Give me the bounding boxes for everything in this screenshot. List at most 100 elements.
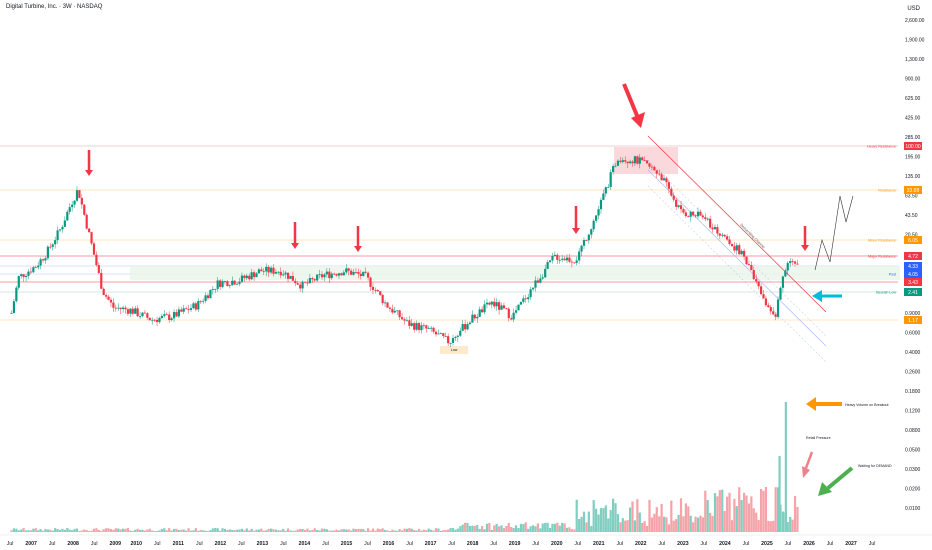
volume-bar xyxy=(37,530,40,532)
candle-body xyxy=(71,204,74,208)
candle-body xyxy=(485,302,489,305)
level-price-badge xyxy=(904,252,922,260)
candle-body xyxy=(223,281,227,282)
candle-body xyxy=(88,228,91,233)
volume-bar xyxy=(726,496,729,532)
time-tick-label: 2016 xyxy=(383,541,395,547)
volume-bar xyxy=(592,500,595,532)
candle-body xyxy=(631,161,634,164)
candle-body xyxy=(781,276,785,288)
volume-bar xyxy=(772,520,775,532)
green-arrow-shaft xyxy=(826,466,854,490)
volume-note: Waiting for DEMAND xyxy=(858,464,892,468)
volume-bar xyxy=(194,528,197,532)
low-label: Low xyxy=(451,348,458,352)
candle-body xyxy=(755,279,758,282)
volume-bar xyxy=(677,514,680,532)
volume-bar xyxy=(568,527,571,532)
candle-body xyxy=(189,308,193,310)
volume-bar xyxy=(233,530,236,532)
volume-bar xyxy=(776,487,780,532)
volume-bar xyxy=(791,519,794,532)
big-arrow-head xyxy=(631,112,645,128)
volume-bar xyxy=(107,528,110,532)
candle-body xyxy=(451,338,455,343)
volume-bar xyxy=(143,530,147,532)
candle-body xyxy=(172,312,176,319)
candle-body xyxy=(551,256,554,261)
price-tick-label: 0.0100 xyxy=(905,506,921,512)
level-price-badge xyxy=(904,186,922,194)
candle-body xyxy=(662,178,666,181)
volume-bar xyxy=(267,528,270,532)
volume-bar xyxy=(192,530,195,532)
candle-body xyxy=(481,309,484,313)
volume-bar xyxy=(240,528,244,532)
candle-body xyxy=(282,274,285,276)
candle-body xyxy=(578,251,581,261)
candle-body xyxy=(102,288,105,296)
candle-body xyxy=(362,271,365,277)
candle-body xyxy=(696,211,700,217)
candle-body xyxy=(170,318,173,321)
level-price-badge xyxy=(904,262,922,270)
price-tick-label: 0.6000 xyxy=(905,330,921,336)
down-arrow-head xyxy=(572,228,580,234)
candle-body xyxy=(66,211,69,221)
candle-body xyxy=(214,288,217,290)
volume-bar xyxy=(223,528,227,532)
volume-bar xyxy=(238,529,241,532)
channel-label: Descending Channel xyxy=(739,223,766,250)
volume-bar xyxy=(22,528,25,532)
candle-body xyxy=(17,275,20,288)
candle-body xyxy=(386,302,389,308)
candle-body xyxy=(709,218,712,228)
volume-bar xyxy=(34,528,37,532)
volume-bar xyxy=(616,514,620,532)
price-tick-label: 0.4000 xyxy=(905,350,921,356)
volume-bar xyxy=(767,520,770,532)
candle-body xyxy=(202,300,205,302)
candle-body xyxy=(614,165,617,167)
volume-bar xyxy=(369,530,372,532)
candle-body xyxy=(105,295,108,297)
volume-bar xyxy=(160,529,164,532)
candle-body xyxy=(595,215,598,221)
candle-body xyxy=(175,312,178,317)
candle-body xyxy=(182,308,185,312)
volume-bar xyxy=(655,507,658,532)
price-tick-label: 0.0200 xyxy=(905,486,921,492)
volume-bar xyxy=(54,528,57,532)
volume-bar xyxy=(781,511,785,532)
time-tick-label: Jul xyxy=(701,541,708,547)
candle-body xyxy=(466,324,469,330)
candle-body xyxy=(742,250,746,257)
volume-bar xyxy=(291,530,294,532)
candle-body xyxy=(796,263,799,265)
level-price-label: 4.33 xyxy=(908,264,918,270)
volume-bar xyxy=(177,529,180,532)
time-tick-label: Jul xyxy=(785,541,792,547)
candle-body xyxy=(432,327,435,332)
volume-bar xyxy=(165,530,168,532)
volume-bar xyxy=(163,528,166,532)
volume-bar xyxy=(279,530,282,532)
candle-body xyxy=(612,166,615,173)
volume-bar xyxy=(408,528,411,532)
price-tick-label: 285.00 xyxy=(905,135,921,141)
time-tick-label: 2020 xyxy=(551,541,563,547)
candle-body xyxy=(592,220,595,230)
candle-body xyxy=(687,216,690,217)
volume-bar xyxy=(359,528,362,532)
volume-bar xyxy=(148,528,151,532)
volume-bar xyxy=(376,528,379,532)
volume-bar xyxy=(522,524,525,532)
volume-bar xyxy=(662,516,666,532)
candle-body xyxy=(121,307,125,310)
volume-bar xyxy=(595,508,598,532)
volume-bar xyxy=(320,528,324,532)
price-tick-label: 20.50 xyxy=(905,233,918,239)
candle-body xyxy=(573,262,576,264)
volume-bar xyxy=(755,512,758,532)
